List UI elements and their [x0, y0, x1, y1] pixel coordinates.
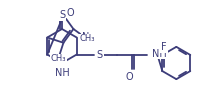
Text: S: S — [59, 10, 65, 20]
Text: NH: NH — [152, 48, 166, 58]
Text: CH₃: CH₃ — [79, 34, 94, 43]
Text: CH₃: CH₃ — [50, 54, 66, 63]
Text: N: N — [81, 32, 89, 42]
Text: O: O — [125, 72, 133, 82]
Text: S: S — [96, 49, 102, 59]
Text: NH: NH — [54, 68, 69, 78]
Text: F: F — [160, 42, 165, 52]
Text: O: O — [66, 8, 74, 18]
